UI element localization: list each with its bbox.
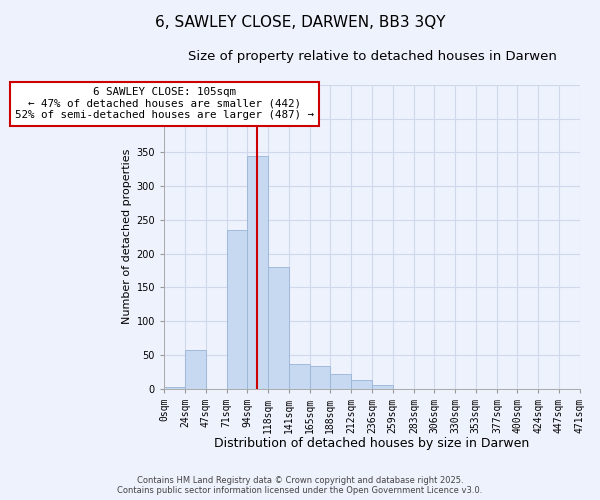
Text: Contains HM Land Registry data © Crown copyright and database right 2025.
Contai: Contains HM Land Registry data © Crown c… — [118, 476, 482, 495]
X-axis label: Distribution of detached houses by size in Darwen: Distribution of detached houses by size … — [214, 437, 530, 450]
Bar — [227, 230, 247, 388]
Title: Size of property relative to detached houses in Darwen: Size of property relative to detached ho… — [188, 50, 556, 63]
Bar — [373, 384, 393, 388]
Bar — [247, 156, 268, 388]
Bar — [185, 350, 206, 389]
Bar — [268, 267, 289, 388]
Bar — [164, 387, 185, 388]
Text: 6 SAWLEY CLOSE: 105sqm
← 47% of detached houses are smaller (442)
52% of semi-de: 6 SAWLEY CLOSE: 105sqm ← 47% of detached… — [15, 87, 314, 120]
Bar — [351, 380, 373, 388]
Text: 6, SAWLEY CLOSE, DARWEN, BB3 3QY: 6, SAWLEY CLOSE, DARWEN, BB3 3QY — [155, 15, 445, 30]
Bar — [330, 374, 351, 388]
Y-axis label: Number of detached properties: Number of detached properties — [122, 149, 132, 324]
Bar — [310, 366, 330, 388]
Bar — [289, 364, 310, 388]
